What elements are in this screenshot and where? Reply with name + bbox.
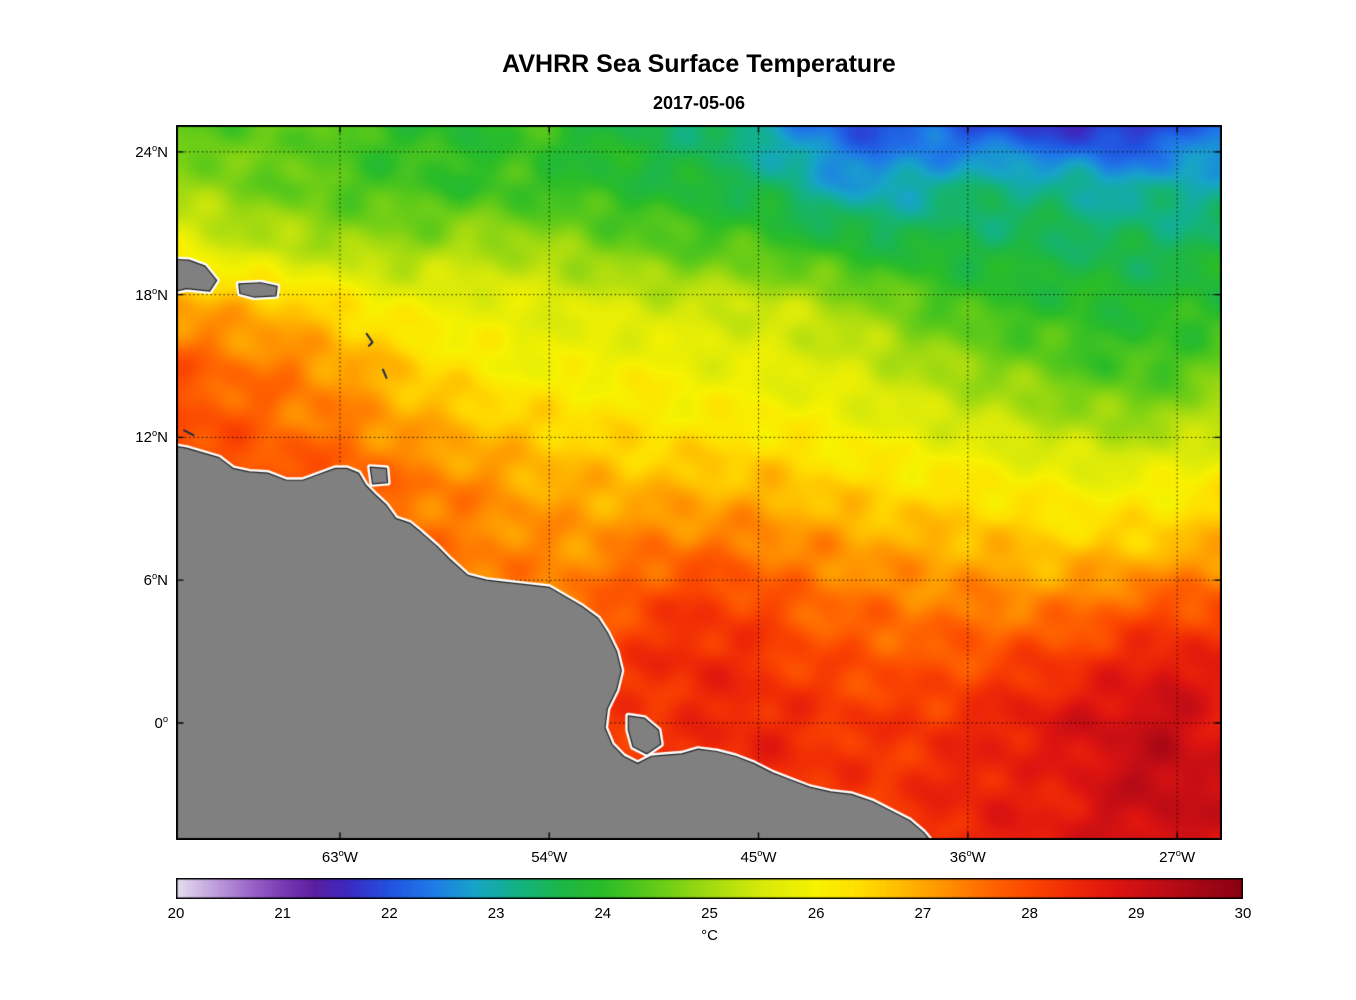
x-axis-tick-label: 63oW xyxy=(321,848,358,866)
colorbar-tick-label: 29 xyxy=(1127,905,1145,922)
sst-heatmap-canvas xyxy=(176,125,1222,840)
y-axis-tick-label: 6oN xyxy=(143,571,168,590)
colorbar-tick-label: 26 xyxy=(807,905,825,922)
colorbar-tick-label: 25 xyxy=(701,905,718,922)
colorbar-tick-label: 20 xyxy=(167,905,185,922)
colorbar-canvas xyxy=(176,878,1243,899)
x-axis-tick-label: 45oW xyxy=(740,848,777,866)
colorbar-tick-label: 21 xyxy=(274,905,292,922)
colorbar-tick-label: 22 xyxy=(381,905,398,922)
y-axis-tick-label: 18oN xyxy=(135,285,168,304)
chart-subtitle: 2017-05-06 xyxy=(652,93,746,113)
y-axis-tick-label: 12oN xyxy=(135,428,168,447)
y-axis-tick-label: 0o xyxy=(154,713,168,732)
colorbar-tick-label: 30 xyxy=(1234,905,1252,922)
colorbar-tick-label: 23 xyxy=(487,905,505,922)
colorbar-tick-label: 28 xyxy=(1021,905,1038,922)
colorbar-tick-label: 27 xyxy=(914,905,932,922)
x-axis-tick-label: 36oW xyxy=(949,848,986,866)
colorbar-tick-label: 24 xyxy=(594,905,612,922)
x-axis-tick-label: 54oW xyxy=(531,848,568,866)
colorbar-unit-label: °C xyxy=(701,927,718,944)
chart-title: AVHRR Sea Surface Temperature xyxy=(502,50,896,78)
y-axis-tick-label: 24oN xyxy=(135,142,168,161)
x-axis-tick-label: 27oW xyxy=(1159,848,1196,866)
